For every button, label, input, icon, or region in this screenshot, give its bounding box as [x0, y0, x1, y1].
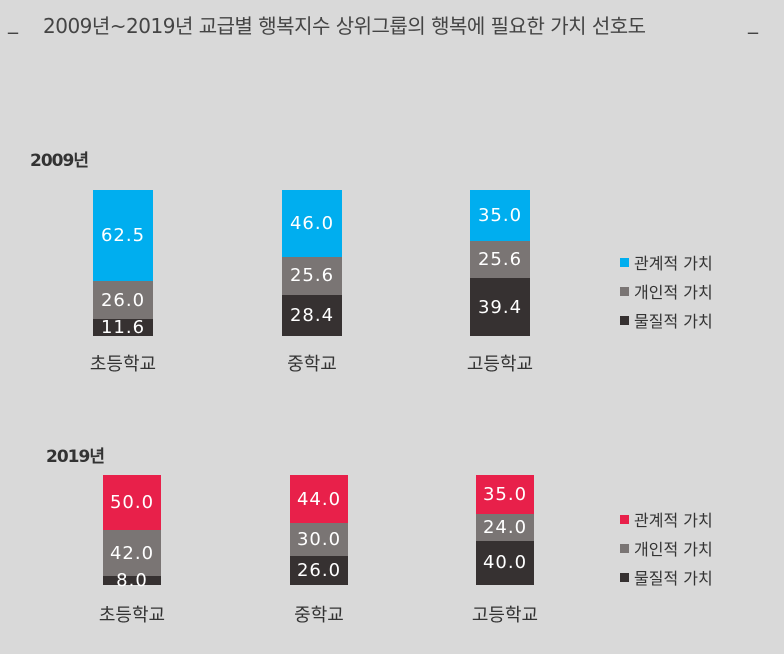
- bar-segment: 28.4: [282, 294, 342, 336]
- bar-segment: 35.0: [476, 475, 534, 514]
- bar-segment: 40.0: [476, 540, 534, 585]
- legend-label: 관계적 가치: [634, 254, 713, 273]
- bar-segment: 62.5: [93, 190, 153, 282]
- bar-segment: 42.0: [103, 530, 161, 577]
- bar-segment: 35.0: [470, 190, 530, 242]
- legend-swatch: [620, 257, 629, 267]
- bar-segment: 26.0: [93, 281, 153, 320]
- category-label: 초등학교: [98, 605, 166, 626]
- legend-label: 관계적 가치: [634, 511, 713, 530]
- panel-title-2019: 2019년: [46, 447, 105, 467]
- legend-item: 관계적 가치: [620, 507, 713, 531]
- legend-swatch: [620, 286, 629, 296]
- legend-swatch: [620, 315, 629, 325]
- legend-item: 개인적 가치: [620, 279, 713, 303]
- legend-label: 물질적 가치: [634, 569, 713, 588]
- legend-swatch: [620, 572, 629, 582]
- bar-segment: 8.0: [103, 570, 161, 591]
- legend-label: 개인적 가치: [634, 540, 713, 559]
- panel-title-2009: 2009년: [30, 151, 89, 171]
- category-label: 중학교: [287, 354, 337, 375]
- bar-segment: 26.0: [290, 556, 348, 585]
- bar-segment: 25.6: [282, 257, 342, 295]
- category-label: 중학교: [294, 605, 344, 626]
- bar-segment: 46.0: [282, 190, 342, 258]
- legend-label: 개인적 가치: [634, 283, 713, 302]
- category-label: 고등학교: [471, 605, 539, 626]
- legend-swatch: [620, 543, 629, 553]
- legend-item: 물질적 가치: [620, 565, 713, 589]
- bar-segment: 30.0: [290, 523, 348, 557]
- bar-segment: 50.0: [103, 475, 161, 530]
- bar-segment: 44.0: [290, 475, 348, 524]
- category-label: 고등학교: [466, 354, 534, 375]
- legend-item: 관계적 가치: [620, 250, 713, 274]
- legend-item: 개인적 가치: [620, 536, 713, 560]
- legend-item: 물질적 가치: [620, 308, 713, 332]
- legend-label: 물질적 가치: [634, 312, 713, 331]
- bar-segment: 11.6: [93, 317, 153, 338]
- bar-segment: 25.6: [470, 241, 530, 279]
- legend-swatch: [620, 514, 629, 524]
- title-dash-right: _: [748, 10, 758, 34]
- bar-segment: 39.4: [470, 278, 530, 336]
- bar-segment: 24.0: [476, 513, 534, 541]
- category-label: 초등학교: [89, 354, 157, 375]
- title-text: 2009년~2019년 교급별 행복지수 상위그룹의 행복에 필요한 가치 선호…: [43, 14, 646, 38]
- title-dash-left: _: [8, 10, 18, 34]
